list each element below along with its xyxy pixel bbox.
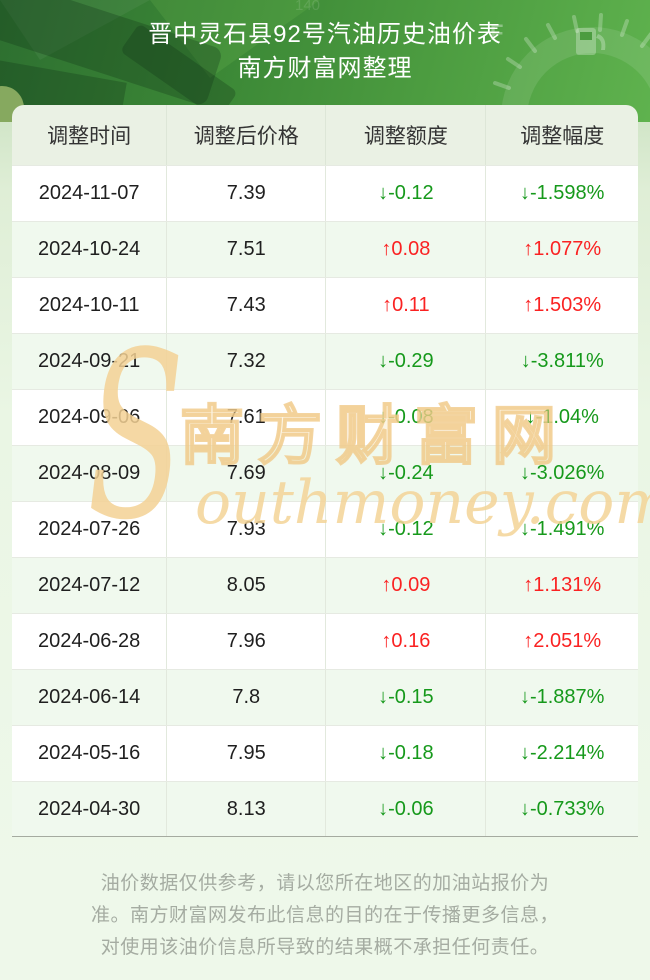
cell-price: 8.13 [167, 782, 327, 836]
cell-change-rate: ↓-1.491% [519, 518, 605, 540]
table-header-row: 调整时间 调整后价格 调整额度 调整幅度 [12, 105, 638, 165]
table-row: 2024-07-26 7.93 ↓-0.12 ↓-1.491% [12, 501, 638, 557]
facet-shape [0, 0, 150, 60]
cell-change-rate: ↓-1.887% [519, 686, 605, 708]
cell-adjust-date: 2024-06-14 [12, 670, 168, 725]
column-header-adjust-time: 调整时间 [12, 105, 168, 165]
cell-change-amount: ↓-0.29 [326, 334, 487, 389]
header-titles: 晋中灵石县92号汽油历史油价表 南方财富网整理 [0, 0, 650, 84]
cell-adjust-date: 2024-05-16 [12, 726, 168, 781]
cell-change-amount: ↑0.09 [326, 558, 487, 613]
cell-adjust-date: 2024-07-12 [12, 558, 168, 613]
cell-change-rate: ↓-2.214% [519, 742, 605, 764]
table-row: 2024-04-30 8.13 ↓-0.06 ↓-0.733% [12, 781, 638, 837]
cell-price: 7.51 [167, 222, 327, 277]
cell-change-amount: ↓-0.15 [326, 670, 487, 725]
svg-text:F: F [490, 20, 503, 45]
cell-change-amount: ↑0.08 [326, 222, 487, 277]
svg-text:140: 140 [295, 0, 320, 14]
column-header-price-after: 调整后价格 [167, 105, 327, 165]
gas-pump-icon [576, 28, 606, 55]
hero-banner: F 140 晋中灵石县92号汽油历史油价表 南方财富网整理 [0, 0, 650, 122]
cell-change-amount: ↑0.11 [326, 278, 487, 333]
page-subtitle: 南方财富网整理 [237, 55, 413, 82]
cell-change-rate: ↓-3.811% [520, 350, 604, 372]
cell-price: 7.61 [167, 390, 327, 445]
cell-adjust-date: 2024-10-11 [12, 278, 168, 333]
cell-change-rate: ↓-3.026% [519, 462, 605, 484]
table-row: 2024-08-09 7.69 ↓-0.24 ↓-3.026% [12, 445, 638, 501]
cell-change-rate: ↑2.051% [523, 630, 602, 652]
cell-price: 7.93 [167, 502, 327, 557]
cell-price: 7.96 [167, 614, 327, 669]
cell-change-rate: ↑1.131% [523, 574, 602, 596]
table-row: 2024-07-12 8.05 ↑0.09 ↑1.131% [12, 557, 638, 613]
table-row: 2024-10-11 7.43 ↑0.11 ↑1.503% [12, 277, 638, 333]
table-row: 2024-10-24 7.51 ↑0.08 ↑1.077% [12, 221, 638, 277]
column-header-adjust-rate: 调整幅度 [520, 125, 605, 148]
cell-adjust-date: 2024-04-30 [12, 782, 168, 836]
cell-price: 7.39 [167, 166, 327, 221]
cell-change-amount: ↓-0.12 [326, 166, 487, 221]
cell-adjust-date: 2024-11-07 [12, 166, 168, 221]
cell-price: 7.8 [167, 670, 327, 725]
facet-shape [150, 0, 320, 78]
cell-adjust-date: 2024-09-06 [12, 390, 168, 445]
table-row: 2024-09-21 7.32 ↓-0.29 ↓-3.811% [12, 333, 638, 389]
table-row: 2024-06-28 7.96 ↑0.16 ↑2.051% [12, 613, 638, 669]
cell-adjust-date: 2024-08-09 [12, 446, 168, 501]
cell-change-rate: ↑1.503% [523, 294, 602, 316]
cell-change-rate: ↓-0.733% [519, 797, 605, 820]
cell-change-rate: ↓-1.598% [519, 182, 605, 204]
table-row: 2024-05-16 7.95 ↓-0.18 ↓-2.214% [12, 725, 638, 781]
column-header-adjust-amount: 调整额度 [326, 105, 487, 165]
cell-change-amount: ↓-0.18 [326, 726, 487, 781]
cell-change-amount: ↓-0.12 [326, 502, 487, 557]
footer: 油价数据仅供参考，请以您所在地区的加油站报价为 准。南方财富网发布此信息的目的在… [0, 838, 650, 964]
table-row: 2024-11-07 7.39 ↓-0.12 ↓-1.598% [12, 165, 638, 221]
cell-adjust-date: 2024-10-24 [12, 222, 168, 277]
table-row: 2024-09-06 7.61 ↓-0.08 ↓-1.04% [12, 389, 638, 445]
cell-change-rate: ↓-1.04% [525, 406, 599, 428]
cell-change-rate: ↑1.077% [523, 238, 602, 260]
cell-adjust-date: 2024-06-28 [12, 614, 168, 669]
cell-change-amount: ↓-0.24 [326, 446, 487, 501]
cell-price: 7.43 [167, 278, 327, 333]
disclaimer-text: 油价数据仅供参考，请以您所在地区的加油站报价为 准。南方财富网发布此信息的目的在… [90, 873, 559, 958]
cell-price: 7.69 [167, 446, 327, 501]
page-title: 晋中灵石县92号汽油历史油价表 [148, 21, 502, 48]
table-body: 2024-11-07 7.39 ↓-0.12 ↓-1.598% 2024-10-… [12, 165, 638, 837]
cell-price: 8.05 [167, 558, 327, 613]
cell-change-amount: ↓-0.06 [326, 782, 487, 836]
cell-change-amount: ↑0.16 [326, 614, 487, 669]
table-row: 2024-06-14 7.8 ↓-0.15 ↓-1.887% [12, 669, 638, 725]
cell-price: 7.32 [167, 334, 327, 389]
price-history-table: 调整时间 调整后价格 调整额度 调整幅度 2024-11-07 7.39 ↓-0… [12, 105, 638, 837]
cell-adjust-date: 2024-07-26 [12, 502, 168, 557]
cell-adjust-date: 2024-09-21 [12, 334, 168, 389]
cell-price: 7.95 [167, 726, 327, 781]
cell-change-amount: ↓-0.08 [326, 390, 487, 445]
